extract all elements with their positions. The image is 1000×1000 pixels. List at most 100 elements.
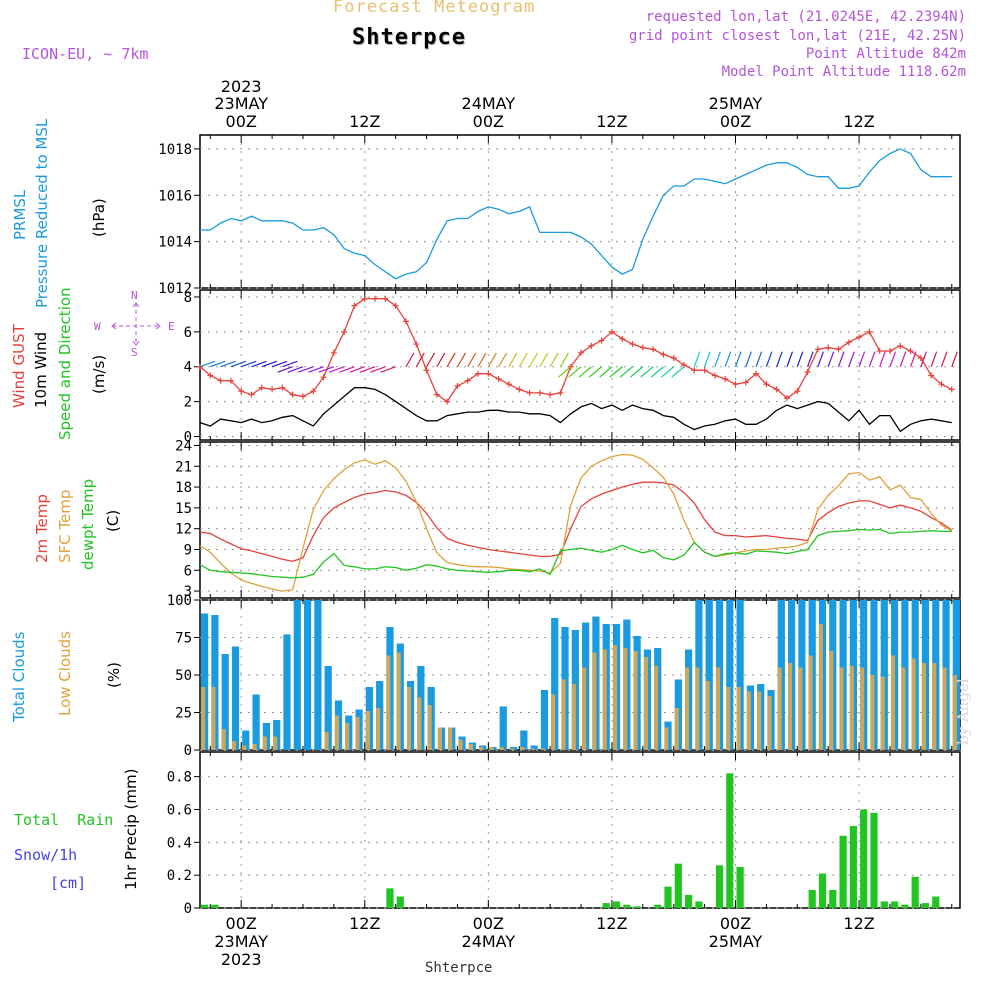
low-cloud-bar <box>499 747 504 750</box>
gust-point <box>402 318 409 325</box>
rain-bar <box>201 904 209 908</box>
gust-point <box>578 349 585 356</box>
wind-arrow <box>910 351 917 367</box>
bottom-time-label: 12Z <box>349 914 380 933</box>
wind-arrow <box>298 366 314 373</box>
total-cloud-bar <box>303 600 312 750</box>
total-cloud-bar <box>705 600 713 750</box>
gust-point <box>814 346 821 353</box>
gust-point <box>320 374 327 381</box>
rain-bar <box>860 809 868 908</box>
rain-bar <box>612 901 621 908</box>
gust-point <box>639 344 646 351</box>
y-tick-label: 1012 <box>158 281 192 297</box>
top-time-label: 00Z <box>226 112 257 131</box>
gust-point <box>289 391 296 398</box>
top-time-label: 2023 <box>221 77 262 96</box>
low-cloud-bar <box>355 717 360 750</box>
low-cloud-bar <box>324 732 329 750</box>
wind-arrow <box>837 351 845 367</box>
label-total-rain: Total Rain <box>14 811 113 829</box>
wind-arrow <box>498 352 508 368</box>
total-cloud-bar <box>530 745 538 750</box>
gust-point <box>866 328 873 335</box>
wind-arrow <box>704 351 711 367</box>
gust-point <box>361 295 368 302</box>
wind-arrow <box>578 366 592 378</box>
rain-bar <box>818 873 827 908</box>
total-cloud-bar <box>293 600 301 750</box>
low-cloud-bar <box>787 663 793 750</box>
wind-arrow <box>671 366 685 378</box>
series-wind <box>199 387 952 433</box>
low-cloud-bar <box>437 727 442 750</box>
y-tick-label: 100 <box>167 593 192 609</box>
gust-point <box>742 379 749 386</box>
gust-point <box>886 348 893 355</box>
gust-point <box>248 391 255 398</box>
low-cloud-bar <box>489 747 494 750</box>
low-cloud-bar <box>705 681 710 750</box>
gust-point <box>588 342 595 349</box>
top-time-label: 12Z <box>349 112 380 131</box>
panel-frame <box>199 134 961 289</box>
low-cloud-bar <box>612 645 618 750</box>
label-2m-temp: 2m Temp <box>33 494 51 563</box>
y-tick-label: 18 <box>175 480 192 496</box>
y-tick-label: 3 <box>184 584 192 600</box>
rain-bar <box>674 863 682 908</box>
rain-bar <box>736 866 744 908</box>
wind-arrow <box>724 351 732 367</box>
y-tick-label: 0.6 <box>167 802 192 818</box>
panel-frame <box>199 751 961 909</box>
low-cloud-bar <box>808 655 813 750</box>
wind-arrow <box>456 352 466 368</box>
gust-point <box>341 328 348 335</box>
low-cloud-bar <box>736 687 741 750</box>
gust-point <box>207 372 214 379</box>
gust-point <box>907 348 914 355</box>
compass-e: E <box>168 320 175 333</box>
low-cloud-bar <box>849 666 854 750</box>
rain-bar <box>715 865 724 908</box>
rain-bar <box>870 812 878 908</box>
low-cloud-bar <box>345 723 350 750</box>
wind-arrow <box>661 366 675 378</box>
panel-temperature: 3 6 9 12 15 18 21 24 <box>175 438 961 600</box>
label-dewpt-temp: dewpt Temp <box>79 479 97 570</box>
gust-point <box>856 334 863 341</box>
wind-arrow <box>559 352 569 368</box>
gust-point <box>732 381 739 388</box>
rain-bar <box>890 901 899 908</box>
wind-arrow <box>714 351 721 367</box>
wind-arrow <box>558 366 572 378</box>
wind-arrow <box>796 351 804 367</box>
rain-bar <box>921 903 930 908</box>
wind-arrow <box>467 352 477 368</box>
low-cloud-bar <box>582 667 587 750</box>
rain-bar <box>695 901 703 908</box>
gust-point <box>845 339 852 346</box>
low-cloud-bar <box>911 658 916 750</box>
low-cloud-bar <box>520 747 525 750</box>
series-pressure <box>200 148 952 280</box>
low-cloud-bar <box>201 687 206 750</box>
rain-bar <box>623 904 631 908</box>
gust-point <box>835 346 842 353</box>
gust-point <box>773 386 780 393</box>
label-wind-gust: Wind GUST <box>10 323 28 408</box>
gust-point <box>413 341 420 348</box>
low-cloud-bar <box>273 736 278 750</box>
gust-point <box>351 302 358 309</box>
label-c: (C) <box>104 510 122 532</box>
low-cloud-bar <box>448 727 453 750</box>
gust-point <box>876 348 883 355</box>
series-dewpt <box>199 528 952 579</box>
wind-arrow <box>349 366 365 373</box>
wind-arrow <box>240 360 257 368</box>
gust-point <box>722 375 729 382</box>
label-low-clouds: Low Clouds <box>56 631 74 716</box>
bottom-time-label: 00Z <box>720 914 751 933</box>
wind-arrow <box>693 351 701 367</box>
total-cloud-bar <box>283 634 291 750</box>
